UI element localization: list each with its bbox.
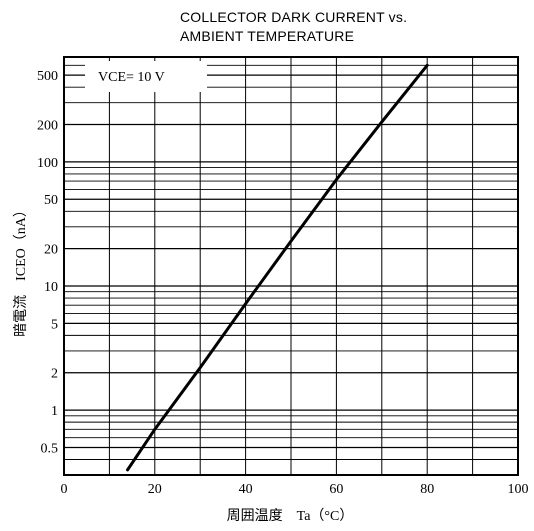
x-tick-label-60: 60 [329, 482, 343, 497]
collector-dark-current-line [126, 63, 429, 472]
x-tick-label-100: 100 [508, 482, 529, 497]
y-tick-label-1: 1 [51, 404, 58, 419]
y-tick-label-10: 10 [44, 280, 58, 295]
plot-frame [63, 56, 519, 476]
y-tick-label-100: 100 [37, 156, 58, 171]
x-axis-label: 周囲温度 Ta（°C） [227, 508, 354, 524]
x-tick-label-0: 0 [61, 482, 68, 497]
series-layer [126, 63, 429, 472]
tick-labels: 0 20 40 60 80 100 0.5 1 2 5 10 20 50 100 200 500 [37, 69, 529, 497]
chart-title-line-1: COLLECTOR DARK CURRENT vs. [180, 9, 407, 25]
y-tick-label-2: 2 [51, 367, 58, 382]
plot-border [63, 56, 519, 476]
x-tick-label-40: 40 [239, 482, 253, 497]
x-tick-label-20: 20 [148, 482, 162, 497]
y-tick-label-20: 20 [44, 243, 58, 258]
annotation-background [85, 61, 207, 92]
y-axis-label: 暗電流 ICEO（nA） [13, 203, 29, 337]
x-tick-label-80: 80 [420, 482, 434, 497]
chart-title-line-2: AMBIENT TEMPERATURE [180, 28, 354, 44]
y-tick-label-200: 200 [37, 119, 58, 134]
y-tick-label-5: 5 [51, 317, 58, 332]
y-tick-label-50: 50 [44, 193, 58, 208]
y-tick-label-500: 500 [37, 69, 58, 84]
grid-layer [64, 57, 518, 476]
y-tick-label-0_5: 0.5 [41, 441, 59, 456]
vce-annotation: VCE= 10 V [98, 70, 165, 85]
